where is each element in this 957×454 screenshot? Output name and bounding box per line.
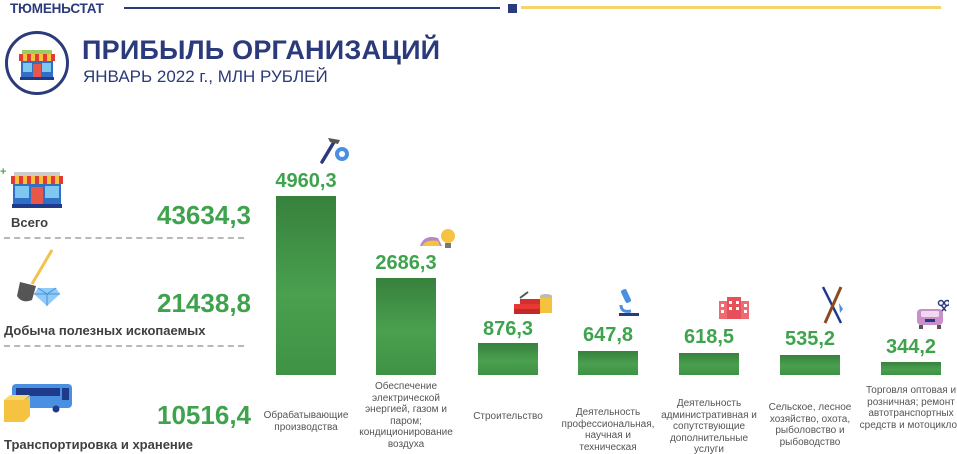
bar-category-label: Обеспечение электрической энергией, газо… xyxy=(359,381,453,450)
bar-professional xyxy=(578,351,638,375)
divider xyxy=(4,237,244,239)
bar-category-label: Деятельность административная и сопутств… xyxy=(661,398,757,454)
bus-cargo-icon xyxy=(2,382,74,427)
bar-category-label: Торговля оптовая и розничная; ремонт авт… xyxy=(859,385,957,431)
header-rule-gold xyxy=(521,6,941,9)
bar-construction xyxy=(478,343,538,375)
office-building-icon xyxy=(719,297,749,324)
header-rule-square xyxy=(508,4,517,13)
bar-value-label: 344,2 xyxy=(885,336,937,358)
kpi-label: Всего xyxy=(11,215,49,230)
svg-text:+: + xyxy=(0,166,6,178)
microscope-icon xyxy=(617,287,641,322)
bar-trade xyxy=(881,362,941,375)
bar-manufacturing xyxy=(276,196,336,375)
bricks-paint-icon xyxy=(514,290,554,319)
bar-category-label: Сельское, лесное хозяйство, охота, рыбол… xyxy=(768,402,852,448)
org-name: ТЮМЕНЬСТАТ xyxy=(10,1,104,16)
bar-value-label: 535,2 xyxy=(784,328,836,350)
kpi-value: 43634,3 xyxy=(157,200,251,230)
bar-category-label: Обрабатывающие производства xyxy=(263,410,349,433)
gas-lightbulb-icon xyxy=(418,226,458,257)
kpi-value: 10516,4 xyxy=(157,400,251,430)
storefront-icon: + xyxy=(0,166,64,217)
divider xyxy=(4,345,244,347)
bar-value-label: 876,3 xyxy=(482,318,534,340)
bar-agriculture xyxy=(780,355,840,375)
bar-category-label: Строительство xyxy=(473,411,543,422)
rifle-fishing-rod-icon xyxy=(821,285,845,330)
bar-value-label: 647,8 xyxy=(582,324,634,346)
bar-administrative xyxy=(679,353,739,375)
header-rule-blue xyxy=(124,7,500,9)
bar-category-label: Деятельность профессиональная, научная и… xyxy=(561,407,655,453)
bar-value-label: 2686,3 xyxy=(375,252,437,274)
kpi-label: Добыча полезных ископаемых xyxy=(4,323,206,338)
storefront-icon xyxy=(5,31,69,95)
kpi-value: 21438,8 xyxy=(157,288,251,318)
kpi-label: Транспортировка и хранение xyxy=(4,437,194,452)
bar-value-label: 618,5 xyxy=(683,326,735,348)
bar-value-label: 4960,3 xyxy=(275,170,337,192)
shovel-diamond-icon xyxy=(12,248,62,311)
bar-energy xyxy=(376,278,436,375)
car-repair-icon xyxy=(917,299,951,336)
page-subtitle: ЯНВАРЬ 2022 г., МЛН РУБЛЕЙ xyxy=(83,67,328,86)
page-title: ПРИБЫЛЬ ОРГАНИЗАЦИЙ xyxy=(82,35,441,65)
hammer-gear-icon xyxy=(318,134,354,171)
